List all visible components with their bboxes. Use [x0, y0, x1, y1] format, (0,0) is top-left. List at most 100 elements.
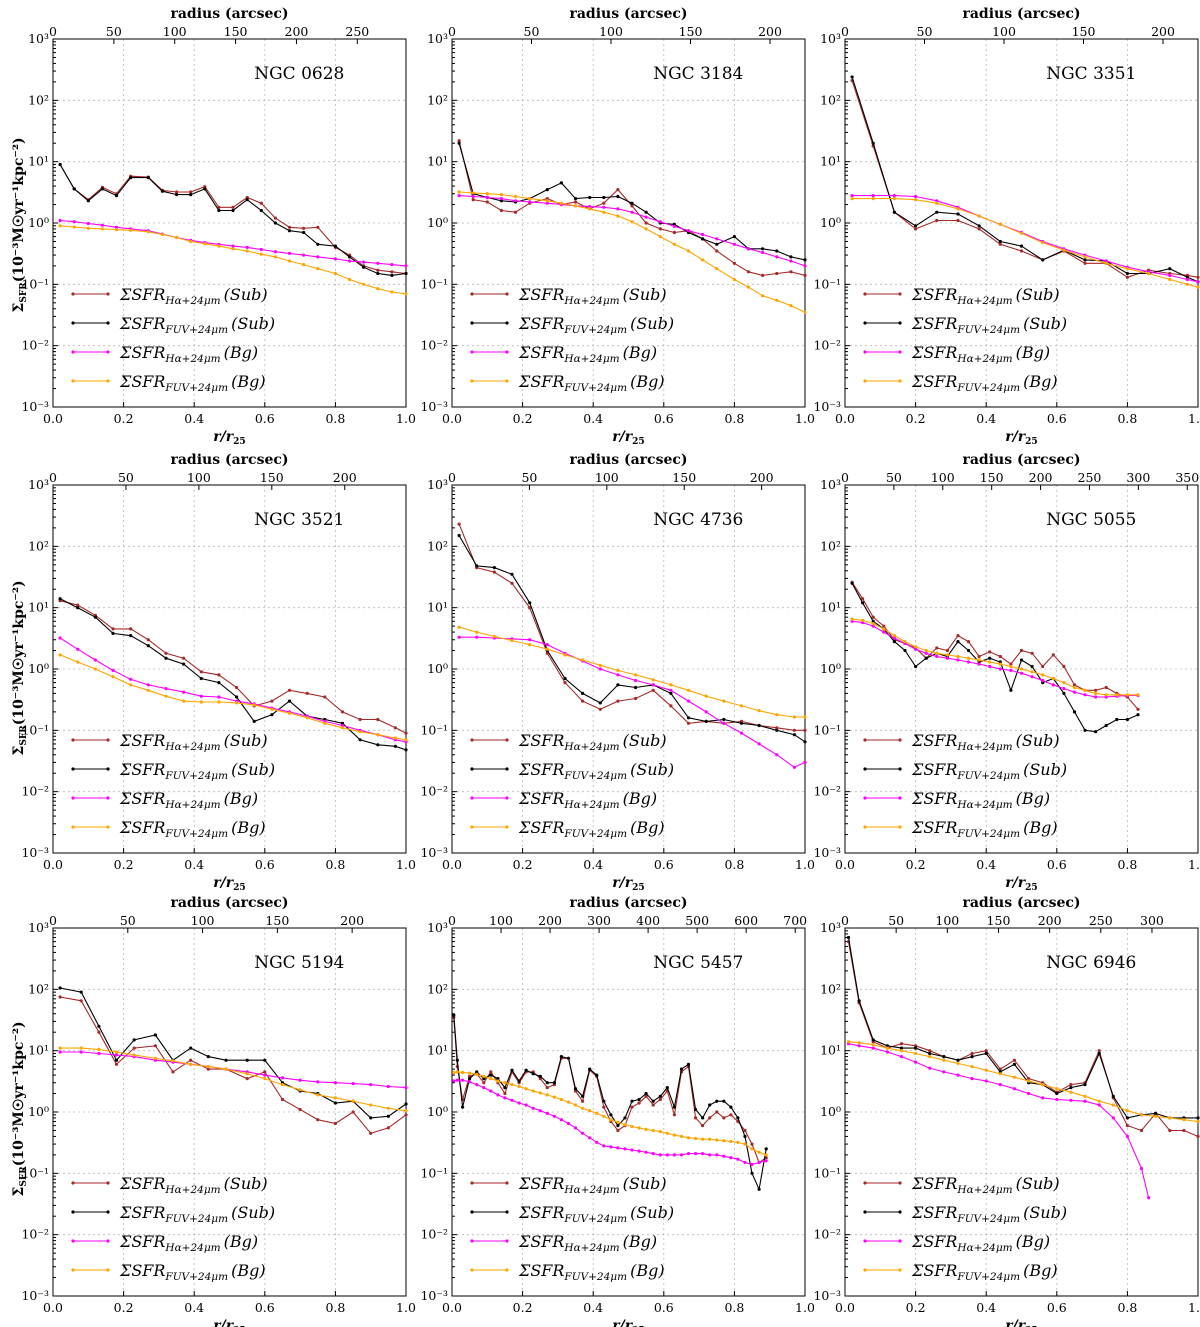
- legend-marker: [71, 321, 75, 325]
- data-point: [235, 685, 239, 690]
- data-point: [573, 1103, 578, 1107]
- data-point: [468, 1077, 472, 1081]
- series-line: [60, 1051, 407, 1089]
- data-point: [956, 658, 960, 662]
- y-tick-label: 10³: [28, 920, 49, 935]
- data-point: [715, 1110, 719, 1114]
- data-point: [1115, 693, 1119, 697]
- data-point: [598, 663, 602, 667]
- y-tick-label: 10³: [28, 31, 49, 46]
- data-point: [1083, 728, 1087, 732]
- top-tick-label: 0: [448, 24, 456, 39]
- data-point: [485, 192, 489, 196]
- data-point: [298, 1078, 302, 1082]
- data-point: [1147, 1196, 1151, 1200]
- y-tick-label: 10²: [28, 92, 49, 107]
- data-point: [461, 1078, 465, 1082]
- data-point: [1083, 258, 1087, 262]
- top-tick-label: 50: [917, 24, 933, 39]
- data-point: [914, 198, 918, 202]
- series-fuv-sub: [58, 986, 408, 1120]
- data-point: [468, 1071, 472, 1075]
- data-point: [97, 1047, 101, 1051]
- x-tick-label: 0.0: [43, 1300, 63, 1315]
- top-tick-label: 300: [1140, 913, 1164, 928]
- x-tick-label: 1.0: [795, 411, 815, 426]
- data-point: [452, 1070, 456, 1075]
- data-point: [175, 190, 179, 194]
- data-point: [333, 271, 337, 276]
- top-tick-label: 0: [49, 913, 57, 928]
- data-point: [333, 1096, 337, 1100]
- data-point: [404, 1102, 408, 1106]
- data-point: [792, 728, 797, 732]
- data-point: [602, 1114, 606, 1118]
- data-point: [928, 1066, 932, 1070]
- data-point: [850, 581, 854, 585]
- data-point: [189, 190, 193, 194]
- y-axis-label: ΣSFR(10⁻³M☉yr⁻¹kpc⁻²): [11, 580, 29, 755]
- data-point: [199, 694, 203, 698]
- data-point: [1009, 664, 1013, 669]
- x-tick-label: 0.0: [835, 857, 855, 872]
- data-point: [245, 249, 249, 253]
- panel-ngc3351: 0.0 0.2 0.4 0.6 0.8 1.0 10⁻³ 10⁻² 10⁻¹ 10⁰ 10¹ 10² 1…: [813, 6, 1200, 447]
- data-point: [588, 1109, 592, 1113]
- legend-marker: [898, 825, 902, 829]
- data-point: [1104, 723, 1108, 728]
- data-point: [316, 267, 320, 271]
- top-tick-label: 500: [685, 913, 709, 928]
- series-fuv-bg: [58, 1046, 408, 1113]
- legend-label: ΣSFRHα+24μm (Bg): [119, 789, 258, 811]
- data-point: [634, 673, 638, 677]
- data-point: [182, 656, 186, 660]
- data-point: [475, 1072, 479, 1076]
- data-point: [970, 1051, 974, 1056]
- data-point: [217, 205, 221, 209]
- legend-marker: [470, 1268, 474, 1272]
- data-point: [658, 227, 662, 231]
- data-point: [789, 270, 793, 274]
- data-point: [323, 721, 327, 725]
- data-point: [764, 1147, 768, 1151]
- galaxy-label: NGC 6946: [1046, 953, 1136, 973]
- series-line: [848, 1041, 1199, 1123]
- data-point: [914, 1046, 918, 1050]
- series-ha-sub: [58, 599, 408, 735]
- data-point: [171, 1070, 175, 1074]
- legend-marker: [470, 796, 474, 800]
- legend-marker: [71, 1181, 75, 1185]
- data-point: [775, 271, 779, 276]
- data-point: [871, 197, 875, 201]
- y-tick-label: 10⁻¹: [21, 722, 49, 737]
- x-tick-label: 0.0: [442, 411, 462, 426]
- data-point: [630, 1124, 634, 1129]
- data-point: [510, 639, 514, 643]
- legend-marker: [863, 825, 867, 829]
- data-point: [404, 748, 408, 752]
- data-point: [1030, 670, 1034, 674]
- legend-label: ΣSFRFUV+24μm (Sub): [911, 1203, 1067, 1225]
- data-point: [531, 1072, 535, 1076]
- data-point: [1104, 259, 1108, 263]
- data-point: [263, 1073, 267, 1077]
- y-tick-label: 10³: [427, 31, 448, 46]
- data-point: [347, 255, 352, 259]
- legend-marker: [863, 1268, 867, 1272]
- data-point: [708, 1103, 712, 1107]
- panel-ngc0628: 0.0 0.2 0.4 0.6 0.8 1.0 10⁻³ 10⁻² 10⁻¹ 10⁰ 10¹ 10² 1…: [21, 6, 415, 447]
- y-tick-label: 10²: [820, 538, 841, 553]
- data-point: [100, 223, 104, 227]
- data-point: [492, 570, 496, 574]
- data-point: [545, 1093, 549, 1097]
- data-point: [616, 1146, 620, 1150]
- data-point: [1097, 1099, 1101, 1103]
- legend-marker: [106, 738, 110, 742]
- data-point: [739, 731, 744, 735]
- data-point: [651, 1152, 655, 1156]
- data-point: [93, 658, 97, 662]
- legend-label: ΣSFRHα+24μm (Sub): [911, 285, 1060, 307]
- series-line: [458, 143, 806, 261]
- data-point: [1019, 231, 1024, 235]
- legend-label: ΣSFRHα+24μm (Sub): [911, 731, 1060, 753]
